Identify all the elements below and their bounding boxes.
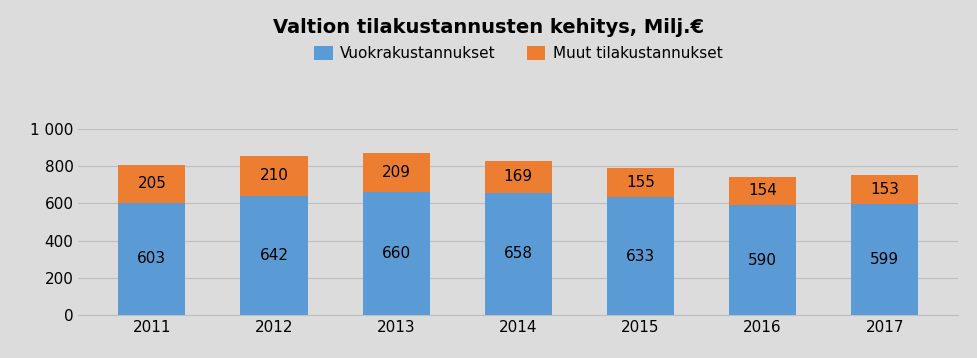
Text: 210: 210 <box>259 169 288 184</box>
Bar <box>850 175 917 204</box>
Text: 658: 658 <box>503 246 532 261</box>
Text: 153: 153 <box>870 182 899 197</box>
Text: 169: 169 <box>503 169 532 184</box>
Text: 205: 205 <box>137 176 166 191</box>
Text: 155: 155 <box>625 175 655 190</box>
Text: 590: 590 <box>747 253 777 268</box>
Bar <box>362 153 429 192</box>
Text: 209: 209 <box>381 165 410 180</box>
Bar <box>728 176 795 205</box>
Text: 660: 660 <box>381 246 410 261</box>
Text: 599: 599 <box>870 252 899 267</box>
Bar <box>728 205 795 315</box>
Bar <box>118 165 186 203</box>
Bar <box>240 156 308 195</box>
Text: 154: 154 <box>747 183 777 198</box>
Text: 642: 642 <box>259 248 288 263</box>
Bar <box>485 161 551 193</box>
Bar <box>607 168 673 197</box>
Text: 633: 633 <box>625 248 655 263</box>
Bar <box>240 195 308 315</box>
Text: Valtion tilakustannusten kehitys, Milj.€: Valtion tilakustannusten kehitys, Milj.€ <box>274 18 703 37</box>
Bar <box>362 192 429 315</box>
Legend: Vuokrakustannukset, Muut tilakustannukset: Vuokrakustannukset, Muut tilakustannukse… <box>308 40 728 67</box>
Bar <box>607 197 673 315</box>
Bar <box>850 204 917 315</box>
Bar <box>118 203 186 315</box>
Bar <box>485 193 551 315</box>
Text: 603: 603 <box>137 251 166 266</box>
